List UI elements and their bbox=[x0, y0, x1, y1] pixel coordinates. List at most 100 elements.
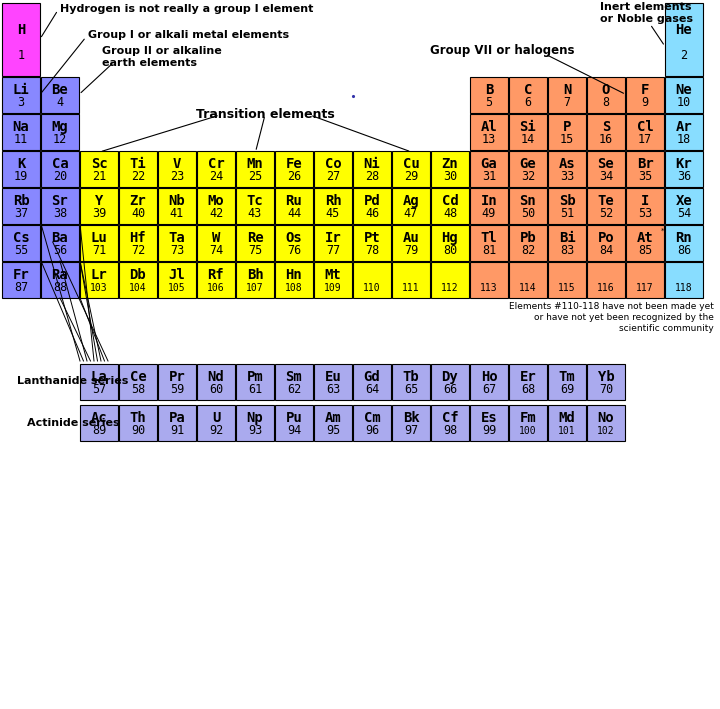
Bar bbox=[353, 188, 391, 224]
Text: Cr: Cr bbox=[207, 157, 225, 171]
Text: 44: 44 bbox=[287, 207, 301, 220]
Bar bbox=[119, 405, 157, 441]
Bar bbox=[431, 225, 469, 261]
Text: Ra: Ra bbox=[52, 268, 68, 282]
Text: Cl: Cl bbox=[636, 120, 653, 134]
Bar bbox=[470, 114, 508, 150]
Text: Na: Na bbox=[13, 120, 30, 134]
Bar bbox=[431, 262, 469, 298]
Bar bbox=[587, 77, 625, 113]
Text: Cs: Cs bbox=[13, 231, 30, 245]
Text: 48: 48 bbox=[443, 207, 457, 220]
Text: Cu: Cu bbox=[402, 157, 419, 171]
Text: Hydrogen is not really a group I element: Hydrogen is not really a group I element bbox=[60, 4, 313, 14]
Text: Al: Al bbox=[481, 120, 498, 134]
Text: 57: 57 bbox=[92, 383, 106, 396]
Text: 29: 29 bbox=[404, 170, 418, 183]
Bar bbox=[236, 151, 274, 187]
Text: Bh: Bh bbox=[247, 268, 264, 282]
Bar bbox=[314, 188, 352, 224]
Text: 38: 38 bbox=[53, 207, 67, 220]
Text: 68: 68 bbox=[521, 383, 535, 396]
Text: Am: Am bbox=[325, 411, 341, 425]
Bar bbox=[470, 405, 508, 441]
Text: 36: 36 bbox=[677, 170, 691, 183]
Text: Mn: Mn bbox=[247, 157, 264, 171]
Bar bbox=[119, 188, 157, 224]
Text: 90: 90 bbox=[131, 424, 145, 437]
Text: 110: 110 bbox=[363, 283, 381, 293]
Text: 113: 113 bbox=[480, 283, 498, 293]
Text: Ne: Ne bbox=[675, 83, 693, 97]
Text: *: * bbox=[661, 228, 665, 234]
Text: Sn: Sn bbox=[520, 194, 536, 208]
Text: 8: 8 bbox=[603, 96, 610, 109]
Text: 114: 114 bbox=[519, 283, 537, 293]
Text: Nb: Nb bbox=[168, 194, 185, 208]
Text: Hn: Hn bbox=[286, 268, 302, 282]
Text: Li: Li bbox=[13, 83, 30, 97]
Bar bbox=[197, 151, 235, 187]
Text: 64: 64 bbox=[365, 383, 379, 396]
Text: 15: 15 bbox=[560, 133, 574, 146]
Text: Db: Db bbox=[130, 268, 146, 282]
Text: Eu: Eu bbox=[325, 370, 341, 384]
Text: 56: 56 bbox=[53, 244, 67, 257]
Bar bbox=[236, 405, 274, 441]
Text: 21: 21 bbox=[92, 170, 106, 183]
Text: Cd: Cd bbox=[441, 194, 459, 208]
Text: Md: Md bbox=[559, 411, 575, 425]
Text: Co: Co bbox=[325, 157, 341, 171]
Bar bbox=[392, 262, 430, 298]
Text: 104: 104 bbox=[129, 283, 147, 293]
Text: 94: 94 bbox=[287, 424, 301, 437]
Text: 1: 1 bbox=[17, 49, 24, 62]
Text: Lr: Lr bbox=[91, 268, 107, 282]
Bar bbox=[509, 405, 547, 441]
Text: 17: 17 bbox=[638, 133, 652, 146]
Text: Er: Er bbox=[520, 370, 536, 384]
Bar bbox=[548, 364, 586, 400]
Text: C: C bbox=[524, 83, 532, 97]
Text: 23: 23 bbox=[170, 170, 184, 183]
Text: Th: Th bbox=[130, 411, 146, 425]
Bar bbox=[587, 225, 625, 261]
Text: Hf: Hf bbox=[130, 231, 146, 245]
Bar bbox=[275, 151, 313, 187]
Text: Be: Be bbox=[52, 83, 68, 97]
Bar bbox=[665, 77, 703, 113]
Text: 107: 107 bbox=[246, 283, 264, 293]
Bar bbox=[665, 188, 703, 224]
Text: Sc: Sc bbox=[91, 157, 107, 171]
Text: Ru: Ru bbox=[286, 194, 302, 208]
Text: Pr: Pr bbox=[168, 370, 185, 384]
Text: 45: 45 bbox=[326, 207, 340, 220]
Text: Sr: Sr bbox=[52, 194, 68, 208]
Bar bbox=[158, 262, 196, 298]
Text: Transition elements: Transition elements bbox=[196, 108, 334, 121]
Text: 84: 84 bbox=[599, 244, 613, 257]
Bar bbox=[80, 364, 118, 400]
Bar bbox=[275, 188, 313, 224]
Text: Br: Br bbox=[636, 157, 653, 171]
Text: Rb: Rb bbox=[13, 194, 30, 208]
Text: 101: 101 bbox=[558, 425, 576, 435]
Bar bbox=[665, 114, 703, 150]
Bar bbox=[548, 262, 586, 298]
Text: Mt: Mt bbox=[325, 268, 341, 282]
Text: 46: 46 bbox=[365, 207, 379, 220]
Text: 88: 88 bbox=[53, 281, 67, 294]
Bar bbox=[119, 151, 157, 187]
Text: 106: 106 bbox=[207, 283, 225, 293]
Text: 75: 75 bbox=[248, 244, 262, 257]
Text: 85: 85 bbox=[638, 244, 652, 257]
Bar bbox=[587, 114, 625, 150]
Bar bbox=[392, 364, 430, 400]
Bar bbox=[275, 262, 313, 298]
Text: U: U bbox=[212, 411, 220, 425]
Text: 58: 58 bbox=[131, 383, 145, 396]
Text: 49: 49 bbox=[482, 207, 496, 220]
Text: Tl: Tl bbox=[481, 231, 498, 245]
Text: 25: 25 bbox=[248, 170, 262, 183]
Text: 32: 32 bbox=[521, 170, 535, 183]
